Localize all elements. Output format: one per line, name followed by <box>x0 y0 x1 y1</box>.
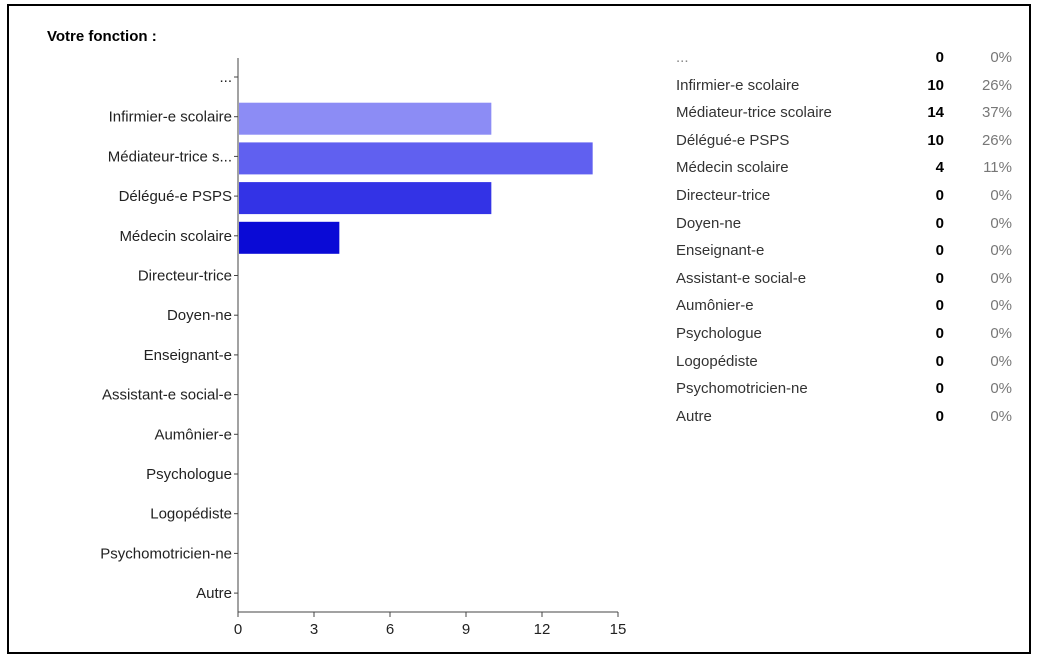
category-label: Psychologue <box>146 466 232 483</box>
category-label: Médiateur-trice s... <box>108 148 232 165</box>
category-label: Psychomotricien-ne <box>100 545 232 562</box>
category-label: Infirmier-e scolaire <box>109 109 232 126</box>
bar <box>239 102 492 135</box>
bar <box>239 142 593 175</box>
x-tick-label: 0 <box>234 621 242 638</box>
category-label: Médecin scolaire <box>119 228 232 245</box>
x-tick-label: 6 <box>386 621 394 638</box>
category-label: Directeur-trice <box>138 268 232 285</box>
bar <box>239 221 340 254</box>
category-label: ... <box>219 69 232 86</box>
bar <box>239 182 492 215</box>
x-tick-label: 15 <box>610 621 627 638</box>
category-label: Autre <box>196 585 232 602</box>
category-label: Logopédiste <box>150 506 232 523</box>
category-label: Doyen-ne <box>167 307 232 324</box>
category-label: Assistant-e social-e <box>102 387 232 404</box>
category-label: Enseignant-e <box>144 347 232 364</box>
category-label: Aumônier-e <box>154 426 232 443</box>
x-tick-label: 3 <box>310 621 318 638</box>
x-tick-label: 12 <box>534 621 551 638</box>
question-title: Votre fonction : <box>47 28 157 45</box>
category-label: Délégué-e PSPS <box>119 188 232 205</box>
x-tick-label: 9 <box>462 621 470 638</box>
chart-frame <box>7 4 1031 654</box>
